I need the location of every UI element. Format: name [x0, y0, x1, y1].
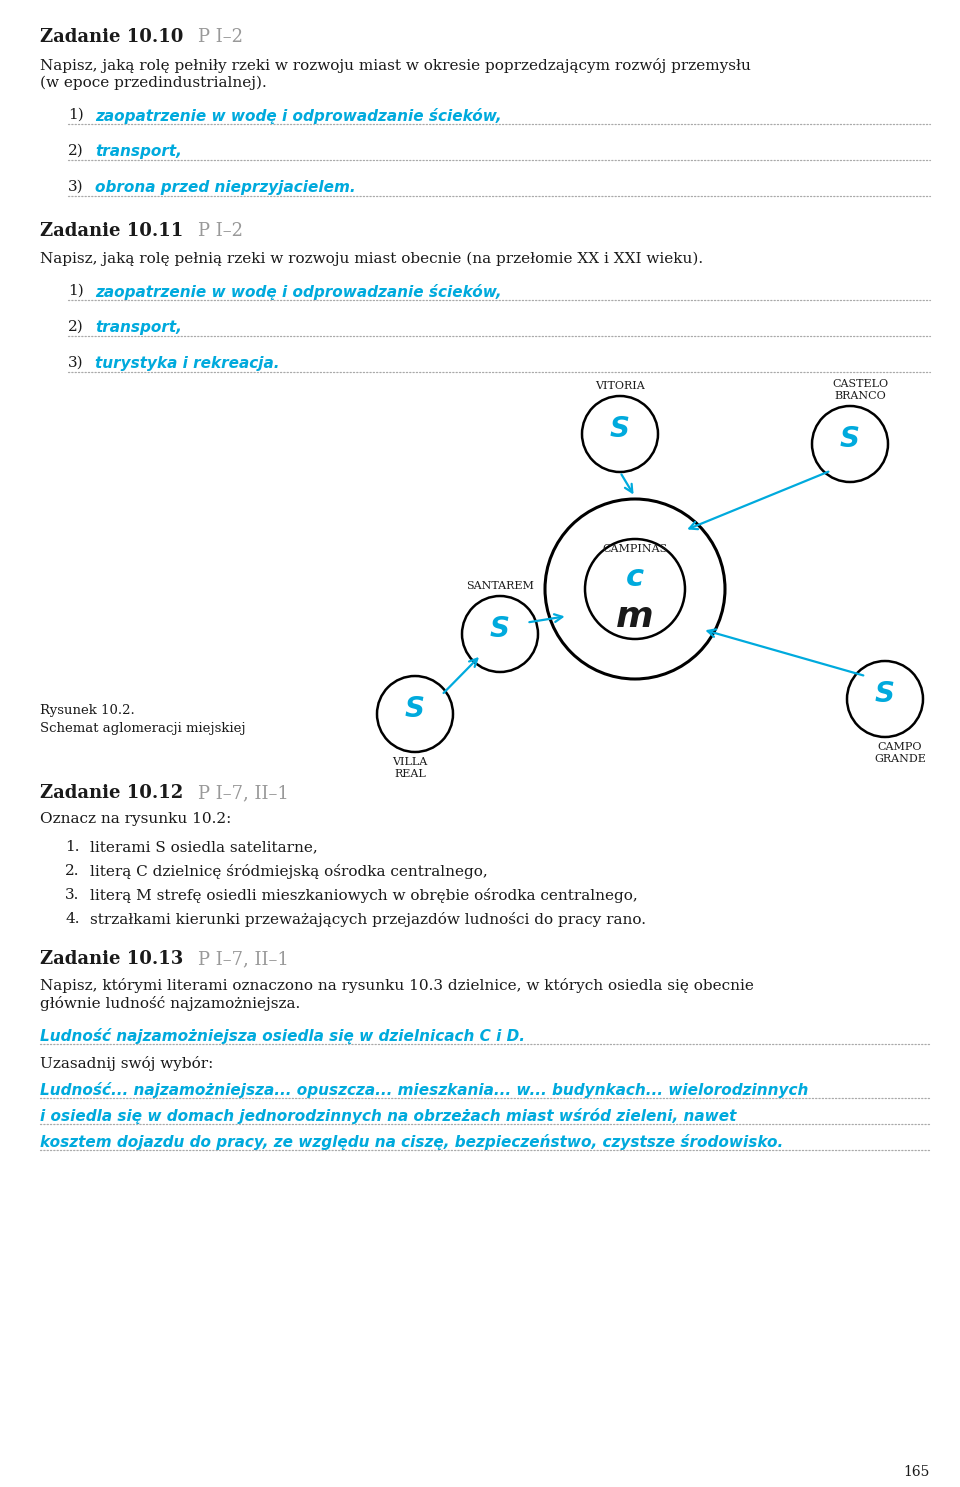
Text: 3): 3): [68, 355, 84, 370]
Text: głównie ludność najzamożniejsza.: głównie ludność najzamożniejsza.: [40, 996, 300, 1011]
Text: turystyka i rekreacja.: turystyka i rekreacja.: [95, 355, 279, 370]
Text: m: m: [616, 599, 654, 633]
Text: literą C dzielnicę śródmiejską ośrodka centralnego,: literą C dzielnicę śródmiejską ośrodka c…: [90, 864, 488, 879]
Text: Napisz, jaką rolę pełnią rzeki w rozwoju miast obecnie (na przełomie XX i XXI wi: Napisz, jaką rolę pełnią rzeki w rozwoju…: [40, 251, 703, 266]
Text: Rysunek 10.2.: Rysunek 10.2.: [40, 703, 134, 717]
Text: P I–2: P I–2: [198, 28, 243, 46]
Text: Zadanie 10.13: Zadanie 10.13: [40, 950, 183, 968]
Text: kosztem dojazdu do pracy, ze względu na ciszę, bezpieczeństwo, czystsze środowis: kosztem dojazdu do pracy, ze względu na …: [40, 1135, 783, 1149]
Text: 1.: 1.: [65, 840, 80, 854]
Text: P I–7, II–1: P I–7, II–1: [198, 784, 289, 801]
Text: Ludność najzamożniejsza osiedla się w dzielnicach C i D.: Ludność najzamożniejsza osiedla się w dz…: [40, 1028, 525, 1044]
Text: VILLA
REAL: VILLA REAL: [393, 757, 427, 779]
Text: VITORIA: VITORIA: [595, 381, 645, 391]
Text: 4.: 4.: [65, 912, 80, 926]
Text: P I–7, II–1: P I–7, II–1: [198, 950, 289, 968]
Text: literą M strefę osiedli mieszkaniowych w obrębie ośrodka centralnego,: literą M strefę osiedli mieszkaniowych w…: [90, 888, 637, 903]
Text: Napisz, którymi literami oznaczono na rysunku 10.3 dzielnice, w których osiedla : Napisz, którymi literami oznaczono na ry…: [40, 978, 754, 993]
Text: transport,: transport,: [95, 144, 181, 159]
Text: Napisz, jaką rolę pełniły rzeki w rozwoju miast w okresie poprzedzającym rozwój : Napisz, jaką rolę pełniły rzeki w rozwoj…: [40, 58, 751, 73]
Text: 165: 165: [903, 1465, 930, 1480]
Text: 2): 2): [68, 320, 84, 335]
Text: S: S: [405, 694, 425, 723]
Text: Ludność... najzamożniejsza... opuszcza... mieszkania... w... budynkach... wielor: Ludność... najzamożniejsza... opuszcza..…: [40, 1083, 808, 1097]
Text: strzałkami kierunki przeważających przejazdów ludności do pracy rano.: strzałkami kierunki przeważających przej…: [90, 912, 646, 926]
Text: Schemat aglomeracji miejskiej: Schemat aglomeracji miejskiej: [40, 723, 246, 735]
Text: P I–2: P I–2: [198, 222, 243, 239]
Text: i osiedla się w domach jednorodzinnych na obrzeżach miast wśród zieleni, nawet: i osiedla się w domach jednorodzinnych n…: [40, 1108, 736, 1124]
Text: CAMPO
GRANDE: CAMPO GRANDE: [874, 742, 926, 764]
Text: 1): 1): [68, 109, 84, 122]
Text: 2.: 2.: [65, 864, 80, 877]
Text: literami S osiedla satelitarne,: literami S osiedla satelitarne,: [90, 840, 318, 854]
Text: c: c: [626, 562, 644, 592]
Text: S: S: [875, 680, 895, 708]
Text: CAMPINAS: CAMPINAS: [602, 544, 667, 555]
Text: zaopatrzenie w wodę i odprowadzanie ścieków,: zaopatrzenie w wodę i odprowadzanie ście…: [95, 284, 502, 300]
Text: Oznacz na rysunku 10.2:: Oznacz na rysunku 10.2:: [40, 812, 231, 825]
Text: zaopatrzenie w wodę i odprowadzanie ścieków,: zaopatrzenie w wodę i odprowadzanie ście…: [95, 109, 502, 123]
Text: 1): 1): [68, 284, 84, 297]
Text: 3.: 3.: [65, 888, 80, 903]
Text: SANTAREM: SANTAREM: [466, 581, 534, 590]
Text: 2): 2): [68, 144, 84, 158]
Text: Zadanie 10.11: Zadanie 10.11: [40, 222, 183, 239]
Text: S: S: [610, 415, 630, 443]
Text: S: S: [490, 616, 510, 642]
Text: (w epoce przedindustrialnej).: (w epoce przedindustrialnej).: [40, 76, 267, 91]
Text: CASTELO
BRANCO: CASTELO BRANCO: [832, 379, 888, 401]
Text: Uzasadnij swój wybór:: Uzasadnij swój wybór:: [40, 1056, 213, 1071]
Text: S: S: [840, 425, 860, 454]
Text: Zadanie 10.10: Zadanie 10.10: [40, 28, 183, 46]
Text: Zadanie 10.12: Zadanie 10.12: [40, 784, 183, 801]
Text: obrona przed nieprzyjacielem.: obrona przed nieprzyjacielem.: [95, 180, 355, 195]
Text: 3): 3): [68, 180, 84, 193]
Text: transport,: transport,: [95, 320, 181, 335]
